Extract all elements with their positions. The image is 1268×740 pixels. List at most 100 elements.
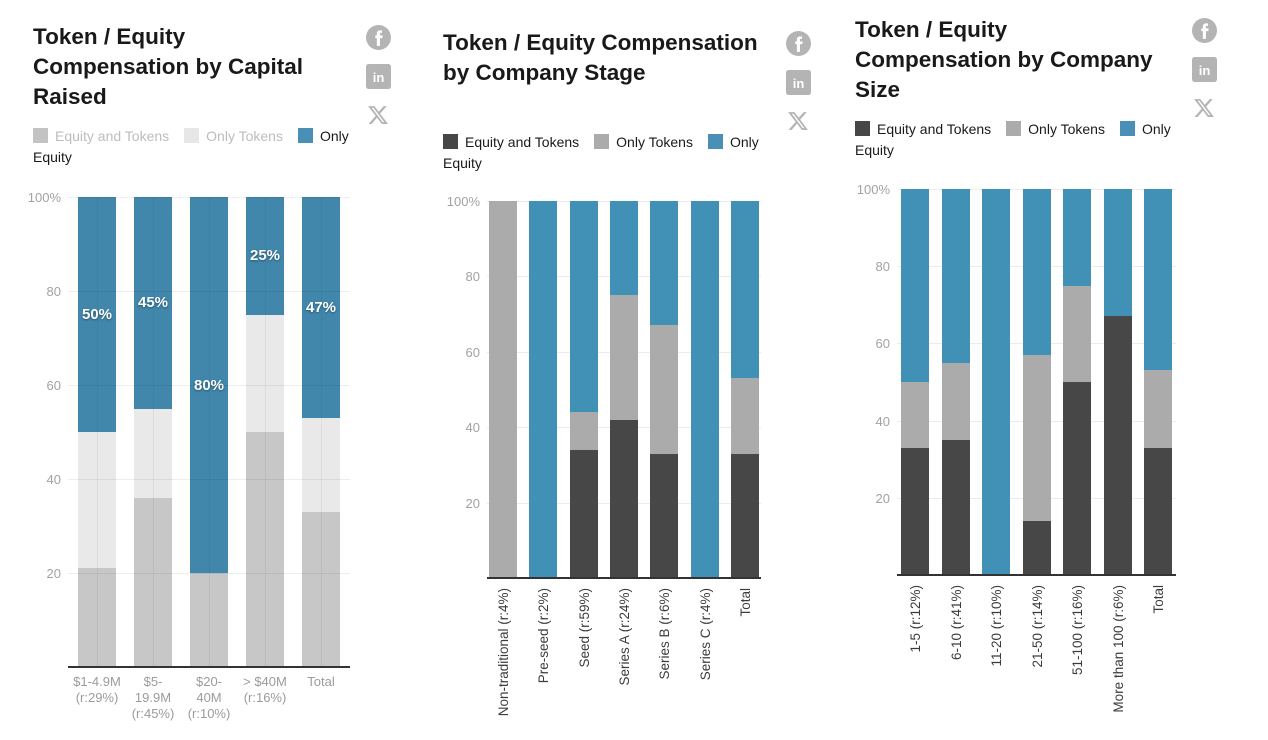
segment-only-tokens[interactable] (134, 408, 172, 498)
segment-equity-and-tokens[interactable] (1063, 382, 1091, 575)
legend-item-only-tokens[interactable]: Only Tokens (184, 128, 283, 144)
segment-only-tokens[interactable] (650, 325, 679, 454)
segment-only-equity[interactable]: 80% (190, 197, 228, 573)
x-axis-category-label: Total (738, 588, 753, 617)
plot-area: 100% 80 60 40 20 50% 45% 80% 25% 47% $1-4.9M (r:29… (28, 190, 391, 729)
legend-item-only-tokens[interactable]: Only Tokens (1006, 121, 1105, 137)
bar-series-c-r-4[interactable] (690, 201, 719, 578)
segment-only-equity[interactable]: 25% (246, 197, 284, 315)
segment-equity-and-tokens[interactable] (901, 447, 929, 575)
bar-more-than-100-r-6[interactable] (1103, 189, 1132, 575)
segment-equity-and-tokens[interactable] (134, 497, 172, 667)
x-axis-category-label: Total (1151, 585, 1166, 614)
bar-non-traditional-r-4[interactable] (489, 201, 517, 578)
gridline (68, 385, 350, 386)
segment-only-tokens[interactable] (901, 382, 929, 448)
segment-only-equity[interactable] (569, 201, 598, 413)
segment-only-equity[interactable] (1103, 189, 1132, 317)
segment-only-tokens[interactable] (78, 432, 116, 569)
linkedin-share-icon[interactable]: in (365, 63, 391, 89)
svg-text:in: in (372, 69, 384, 84)
chart-card-company-stage: Token / Equity Compensation by Company S… (443, 28, 811, 728)
bar-6-10-r-41[interactable] (941, 189, 970, 575)
share-buttons: in (785, 30, 811, 134)
bar-value-label: 50% (81, 306, 113, 324)
linkedin-share-icon[interactable]: in (785, 69, 811, 95)
segment-only-equity[interactable] (901, 189, 929, 383)
bar-1-5-r-12[interactable] (901, 189, 929, 575)
segment-equity-and-tokens[interactable] (941, 439, 970, 575)
legend-item-equity-and-tokens[interactable]: Equity and Tokens (443, 134, 579, 150)
segment-equity-and-tokens[interactable] (78, 568, 116, 667)
legend-item-only-equity[interactable]: Only Equity (443, 134, 759, 171)
segment-only-equity[interactable] (690, 201, 719, 578)
segment-equity-and-tokens[interactable] (246, 432, 284, 667)
bar-value-label: 47% (305, 298, 337, 316)
segment-only-equity[interactable] (610, 201, 638, 296)
x-share-icon[interactable] (365, 102, 391, 128)
legend-swatch (297, 128, 313, 143)
segment-equity-and-tokens[interactable] (1103, 316, 1132, 575)
bar-total[interactable] (1144, 189, 1172, 575)
bar-5-19-9m-r-45[interactable]: 45% (134, 197, 172, 667)
segment-equity-and-tokens[interactable] (190, 573, 228, 667)
segment-only-equity[interactable] (650, 201, 679, 326)
segment-only-equity[interactable]: 50% (78, 197, 116, 433)
segment-only-equity[interactable]: 45% (134, 197, 172, 409)
segment-equity-and-tokens[interactable] (650, 453, 679, 578)
bar-total[interactable]: 47% (302, 197, 340, 667)
bar-11-20-r-10[interactable] (982, 189, 1010, 575)
segment-equity-and-tokens[interactable] (1022, 520, 1051, 575)
y-axis-tick-label: 20 (465, 495, 480, 511)
bar-51-100-r-16[interactable] (1063, 189, 1091, 575)
facebook-share-icon[interactable] (1191, 17, 1217, 43)
segment-only-equity[interactable]: 47% (302, 197, 340, 418)
legend-item-only-tokens[interactable]: Only Tokens (594, 134, 693, 150)
segment-only-tokens[interactable] (302, 417, 340, 512)
segment-only-tokens[interactable] (246, 314, 284, 432)
x-share-icon[interactable] (785, 108, 811, 134)
segment-only-tokens[interactable] (731, 378, 759, 454)
segment-only-tokens[interactable] (569, 412, 598, 450)
facebook-share-icon[interactable] (365, 24, 391, 50)
chart-title: Token / Equity Compensation by Capital R… (33, 24, 304, 109)
x-share-icon[interactable] (1191, 95, 1217, 121)
segment-only-tokens[interactable] (489, 201, 517, 578)
x-axis-category-label: 21-50 (r:14%) (1029, 585, 1045, 668)
bar-series-b-r-6[interactable] (650, 201, 679, 578)
segment-only-equity[interactable] (731, 201, 759, 379)
facebook-share-icon[interactable] (785, 30, 811, 56)
bar-40m-r-16[interactable]: 25% (246, 197, 284, 667)
linkedin-share-icon[interactable]: in (1191, 56, 1217, 82)
segment-only-tokens[interactable] (1063, 285, 1091, 382)
segment-only-tokens[interactable] (610, 295, 638, 420)
legend-swatch (594, 134, 610, 149)
segment-equity-and-tokens[interactable] (569, 449, 598, 578)
segment-equity-and-tokens[interactable] (610, 419, 638, 578)
segment-equity-and-tokens[interactable] (731, 453, 759, 578)
segment-only-tokens[interactable] (1144, 370, 1172, 448)
bar-1-4-9m-r-29[interactable]: 50% (78, 197, 116, 667)
segment-only-equity[interactable] (1063, 189, 1091, 286)
segment-equity-and-tokens[interactable] (302, 511, 340, 667)
bar-series-a-r-24[interactable] (610, 201, 638, 578)
bar-pre-seed-r-2[interactable] (529, 201, 558, 578)
bar-20-40m-r-10[interactable]: 80% (190, 197, 228, 667)
x-axis-labels: Non-traditional (r:4%) Pre-seed (r:2%) See… (487, 578, 761, 738)
legend-item-only-equity[interactable]: Only Equity (33, 128, 349, 165)
segment-equity-and-tokens[interactable] (1144, 447, 1172, 575)
segment-only-equity[interactable] (1144, 189, 1172, 371)
segment-only-tokens[interactable] (1022, 355, 1051, 521)
legend-item-equity-and-tokens[interactable]: Equity and Tokens (33, 128, 169, 144)
segment-only-equity[interactable] (941, 189, 970, 363)
legend-swatch (707, 134, 723, 149)
segment-only-equity[interactable] (982, 189, 1010, 575)
segment-only-tokens[interactable] (941, 362, 970, 440)
legend-item-equity-and-tokens[interactable]: Equity and Tokens (855, 121, 991, 137)
bar-21-50-r-14[interactable] (1022, 189, 1051, 575)
bar-seed-r-59[interactable] (569, 201, 598, 578)
legend-item-only-equity[interactable]: Only Equity (855, 121, 1171, 158)
bar-total[interactable] (731, 201, 759, 578)
segment-only-equity[interactable] (1022, 189, 1051, 355)
segment-only-equity[interactable] (529, 201, 558, 578)
